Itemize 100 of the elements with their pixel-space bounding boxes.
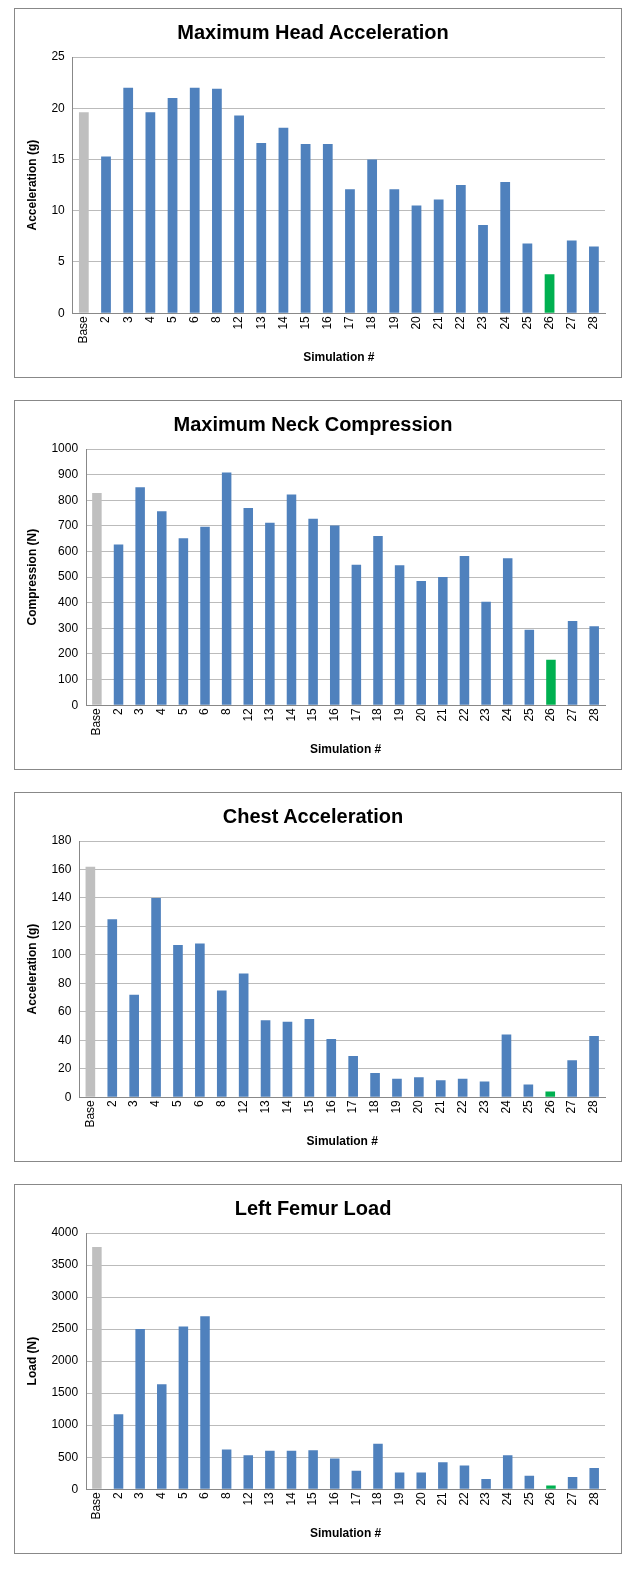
x-tick-label: 24 — [500, 1491, 515, 1506]
x-tick-label: 21 — [433, 1099, 448, 1114]
y-tick-label: 600 — [58, 543, 79, 558]
x-tick-label: 17 — [348, 707, 363, 722]
bar — [502, 558, 513, 705]
x-tick-label: 19 — [389, 1099, 404, 1114]
x-tick-label: 27 — [564, 1099, 579, 1114]
bar — [502, 1455, 513, 1489]
x-tick-label: 16 — [323, 1099, 338, 1114]
bar — [567, 1477, 578, 1489]
bar — [392, 1078, 402, 1097]
x-tick-label: 18 — [370, 707, 385, 722]
bar — [438, 577, 448, 705]
x-tick-label: 5 — [164, 315, 179, 323]
bar — [351, 1470, 362, 1489]
x-tick-label: 8 — [214, 1099, 229, 1107]
bar — [216, 990, 227, 1097]
bar — [411, 205, 422, 313]
bar — [546, 659, 556, 705]
bar — [243, 1455, 254, 1489]
bar — [455, 185, 466, 313]
x-tick-label: 26 — [543, 707, 558, 722]
bar — [589, 1036, 599, 1097]
bar — [167, 98, 178, 313]
y-tick-label: 40 — [58, 1032, 72, 1047]
bar — [389, 189, 400, 313]
x-tick-label: 21 — [430, 315, 445, 330]
bar — [178, 538, 189, 705]
bar — [348, 1055, 358, 1097]
bar — [545, 1091, 556, 1097]
y-tick-label: 900 — [58, 466, 79, 481]
x-tick-label: 3 — [132, 707, 147, 715]
y-tick-label: 1000 — [51, 1417, 79, 1432]
x-tick-label: 25 — [519, 315, 534, 330]
bar — [435, 1080, 446, 1097]
bar — [157, 511, 167, 705]
x-tick-label: 25 — [520, 1099, 535, 1114]
x-tick-label: 18 — [370, 1491, 385, 1506]
bar — [438, 1462, 448, 1489]
bar — [351, 564, 362, 705]
x-tick-label: 16 — [327, 707, 342, 722]
bar — [546, 1485, 556, 1489]
y-tick-label: 15 — [51, 151, 66, 166]
bar — [107, 919, 118, 1097]
chart-title: Chest Acceleration — [222, 804, 404, 827]
bar — [200, 1316, 210, 1489]
bar — [173, 944, 183, 1097]
bar — [567, 620, 578, 705]
bar — [189, 87, 200, 313]
x-tick-label: 23 — [478, 1491, 493, 1506]
x-tick-label: 24 — [500, 707, 515, 722]
bar — [329, 525, 340, 705]
x-tick-label: 26 — [541, 315, 556, 330]
x-tick-label: 28 — [586, 707, 601, 722]
x-tick-label: Base — [76, 315, 91, 344]
y-tick-label: 2500 — [51, 1321, 79, 1336]
y-tick-label: 0 — [64, 1089, 72, 1104]
bar — [135, 1329, 145, 1489]
x-tick-label: 23 — [478, 707, 493, 722]
y-tick-label: 160 — [51, 861, 72, 876]
x-tick-label: 6 — [197, 1491, 212, 1499]
chart-title: Maximum Head Acceleration — [177, 20, 449, 43]
y-axis-title: Acceleration (g) — [24, 923, 39, 1015]
bar — [286, 494, 297, 705]
y-tick-label: 20 — [51, 100, 66, 115]
x-tick-label: 19 — [391, 707, 406, 722]
x-tick-label: 27 — [564, 315, 579, 330]
chart-title: Left Femur Load — [234, 1196, 392, 1219]
y-tick-label: 1500 — [51, 1385, 79, 1400]
bar — [265, 1450, 275, 1489]
bar — [589, 1468, 599, 1489]
bar — [479, 1081, 490, 1097]
x-tick-label: 24 — [497, 315, 512, 330]
bar — [394, 565, 405, 705]
x-tick-label: 4 — [148, 1099, 163, 1107]
x-tick-label: 25 — [521, 1491, 536, 1506]
y-tick-label: 180 — [51, 833, 72, 848]
x-tick-label: 27 — [564, 1491, 579, 1506]
x-tick-label: 23 — [476, 1099, 491, 1114]
bar — [195, 943, 205, 1097]
bar — [589, 626, 599, 705]
bar — [459, 1465, 470, 1489]
x-axis-title: Simulation # — [303, 350, 375, 365]
x-axis-title: Simulation # — [306, 1134, 379, 1149]
y-tick-label: 20 — [58, 1061, 72, 1076]
x-tick-label: 26 — [543, 1491, 558, 1506]
x-tick-label: 3 — [126, 1099, 141, 1107]
x-tick-label: 14 — [275, 315, 290, 330]
bar — [459, 556, 470, 705]
bar — [326, 1038, 337, 1097]
x-tick-label: 17 — [345, 1099, 360, 1114]
bar — [145, 112, 156, 313]
x-tick-label: Base — [89, 707, 104, 736]
bar — [524, 1475, 535, 1489]
bar — [135, 487, 145, 705]
y-tick-label: 3000 — [51, 1289, 79, 1304]
bar — [322, 144, 333, 313]
x-tick-label: 28 — [586, 1491, 601, 1506]
x-tick-label: 21 — [435, 707, 450, 722]
x-tick-label: 8 — [218, 1491, 233, 1499]
